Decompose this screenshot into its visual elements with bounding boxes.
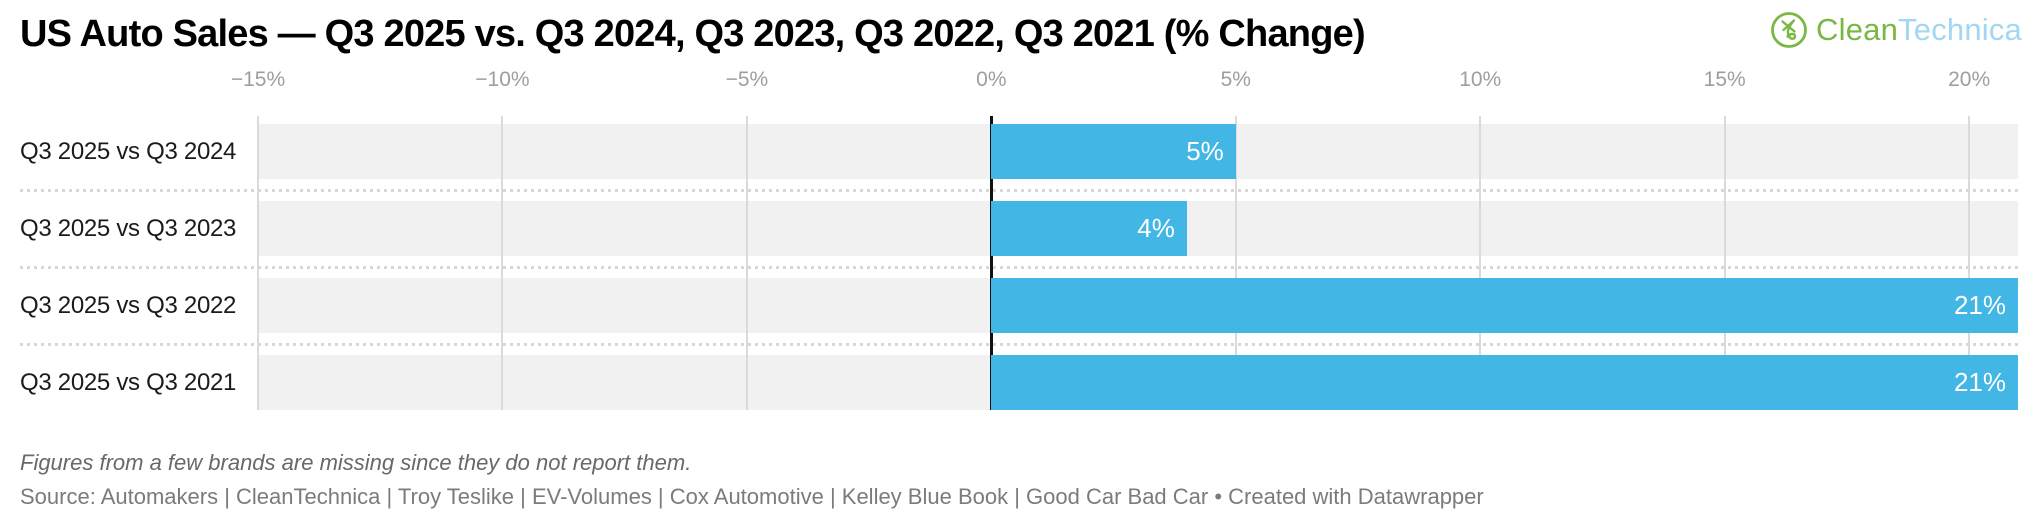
- dotted-divider: [20, 189, 2018, 192]
- x-axis: −15% −10% −5% 0% 5% 10% 15% 20%: [231, 68, 2018, 96]
- axis-tick: 20%: [1948, 68, 1991, 91]
- axis-tick: −5%: [725, 68, 769, 91]
- dotted-divider: [20, 343, 2018, 346]
- bar-value-label: 4%: [1137, 213, 1175, 243]
- chart-rows: Q3 2025 vs Q3 2024 5% Q3 2025 vs Q3 2023…: [0, 124, 2040, 410]
- bar-track: 21%: [258, 278, 2018, 333]
- cleantechnica-logo-icon: [1769, 10, 1809, 50]
- chart-row: Q3 2025 vs Q3 2022 21%: [0, 278, 2040, 333]
- row-separator: [0, 256, 2040, 278]
- bar-track: 4%: [258, 201, 2018, 256]
- row-label: Q3 2025 vs Q3 2024: [20, 138, 237, 165]
- bar-q3-2022: 21%: [991, 278, 2018, 333]
- logo-text-technica: Technica: [1898, 12, 2022, 47]
- source-attribution: Source: Automakers | CleanTechnica | Tro…: [20, 484, 1484, 509]
- axis-tick: 0%: [976, 68, 1007, 91]
- bar-value-label: 21%: [1953, 367, 2006, 397]
- row-label: Q3 2025 vs Q3 2023: [20, 215, 237, 242]
- logo-text-clean: Clean: [1816, 12, 1899, 47]
- chart-row: Q3 2025 vs Q3 2021 21%: [0, 355, 2040, 410]
- axis-tick: 5%: [1220, 68, 1251, 91]
- dotted-divider: [20, 266, 2018, 269]
- chart-row: Q3 2025 vs Q3 2024 5%: [0, 124, 2040, 179]
- bar-track: 5%: [258, 124, 2018, 179]
- bar-q3-2024: 5%: [991, 124, 1236, 179]
- chart-row: Q3 2025 vs Q3 2023 4%: [0, 201, 2040, 256]
- axis-tick: 15%: [1703, 68, 1746, 91]
- axis-tick: 10%: [1459, 68, 1502, 91]
- bar-track: 21%: [258, 355, 2018, 410]
- bar-value-label: 21%: [1953, 290, 2006, 320]
- cleantechnica-logo-text: CleanTechnica: [1816, 12, 2022, 48]
- row-separator: [0, 333, 2040, 355]
- cleantechnica-logo[interactable]: CleanTechnica: [1769, 10, 2022, 50]
- axis-tick: −10%: [475, 68, 530, 91]
- axis-tick: −15%: [230, 68, 286, 91]
- row-label: Q3 2025 vs Q3 2022: [20, 292, 237, 319]
- row-separator: [0, 179, 2040, 201]
- chart-footnote: Figures from a few brands are missing si…: [20, 450, 692, 475]
- row-label: Q3 2025 vs Q3 2021: [20, 369, 237, 396]
- bar-q3-2021: 21%: [991, 355, 2018, 410]
- bar-value-label: 5%: [1186, 136, 1224, 166]
- page-title: US Auto Sales — Q3 2025 vs. Q3 2024, Q3 …: [20, 13, 1366, 55]
- bar-q3-2023: 4%: [991, 201, 1187, 256]
